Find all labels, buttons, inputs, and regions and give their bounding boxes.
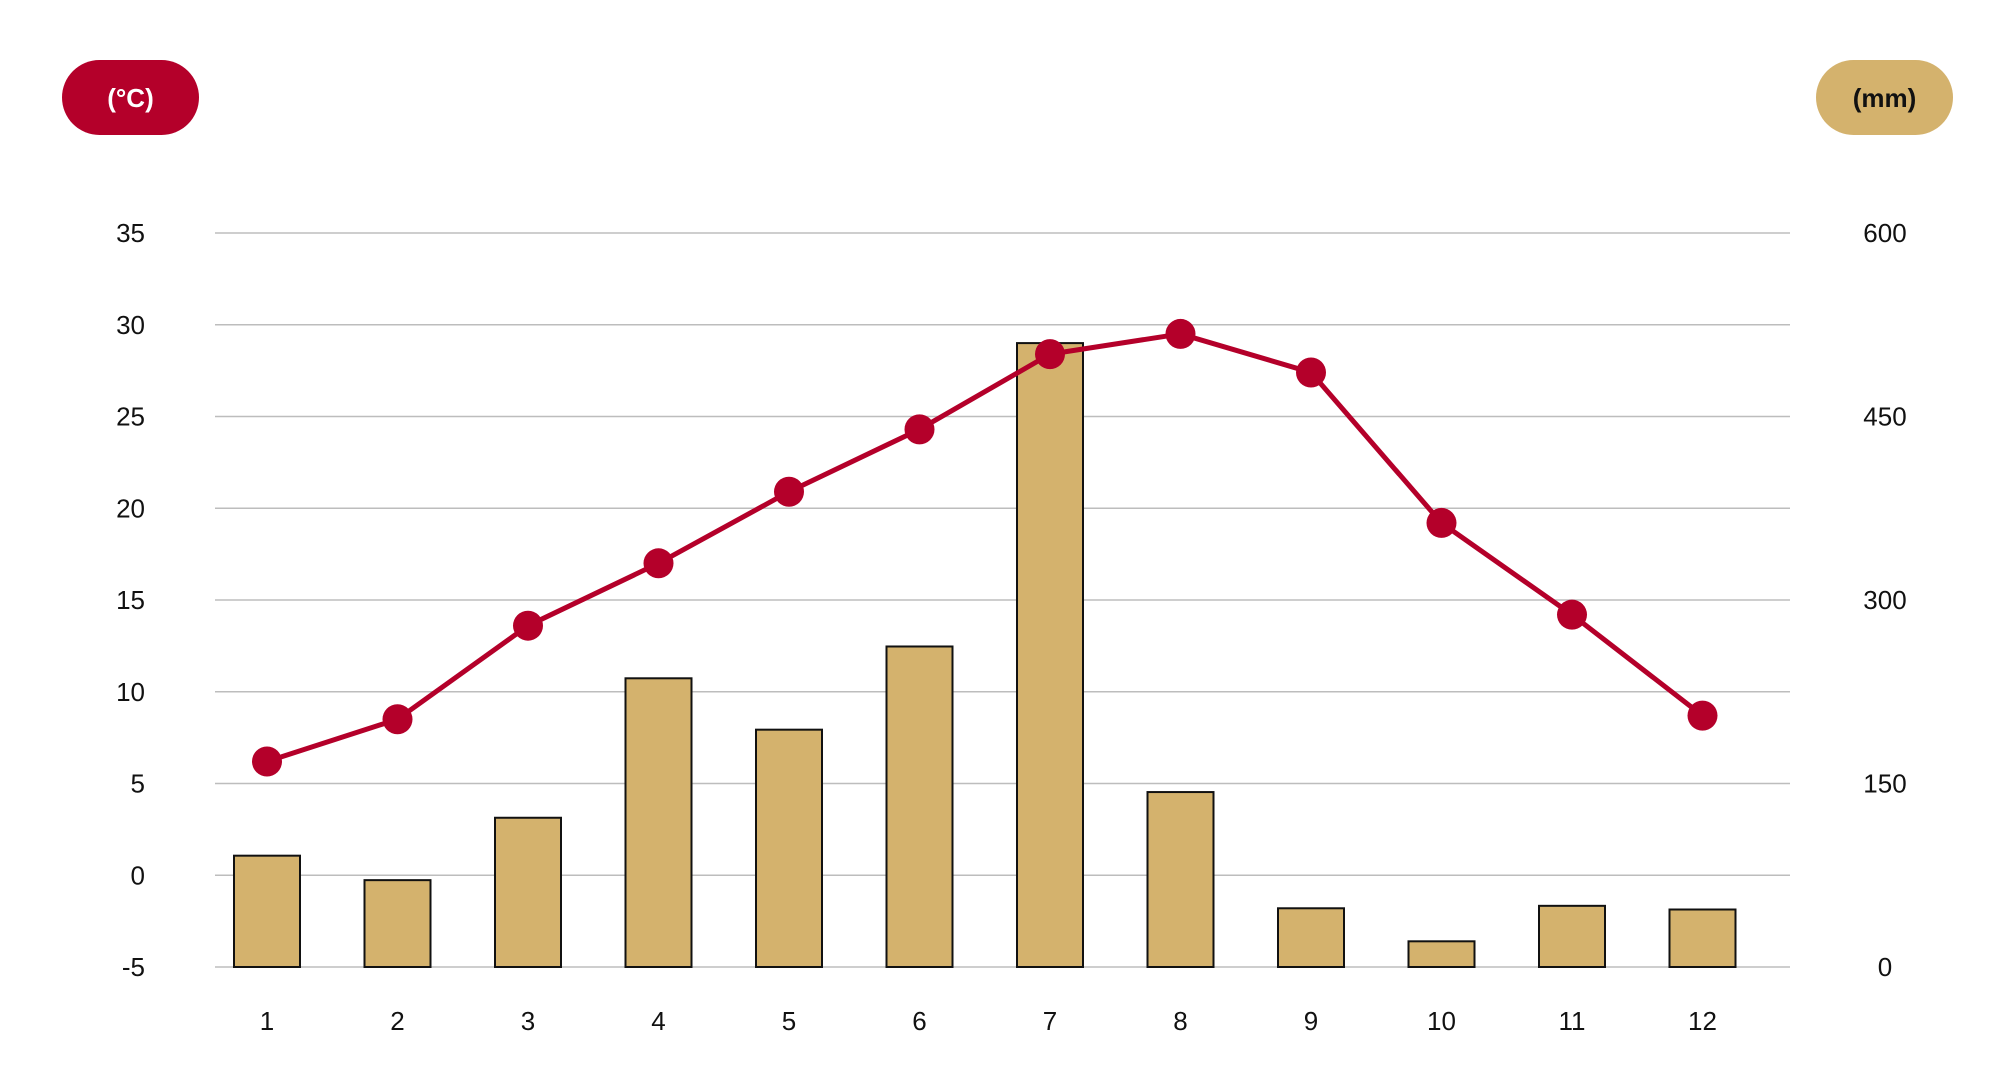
precipitation-unit-badge: (mm)	[1816, 60, 1953, 135]
precipitation-bar	[363, 879, 432, 968]
x-axis-tick-label: 7	[1043, 1006, 1057, 1036]
precipitation-bars	[233, 342, 1737, 969]
left-axis-tick-label: 25	[116, 402, 145, 432]
temperature-point	[1035, 339, 1065, 370]
precipitation-bar	[1668, 908, 1737, 969]
temperature-point	[1426, 507, 1457, 538]
x-axis-tick-label: 6	[912, 1006, 926, 1036]
x-axis-tick-label: 2	[390, 1006, 404, 1036]
x-axis-tick-label: 12	[1688, 1006, 1717, 1036]
right-axis-tick-label: 300	[1863, 585, 1906, 615]
x-axis-tick-label: 5	[782, 1006, 796, 1036]
precipitation-bar	[233, 854, 301, 969]
x-axis-tick-label: 1	[260, 1006, 274, 1036]
right-axis-tick-label: 0	[1878, 952, 1892, 982]
temperature-point	[1165, 318, 1196, 349]
temperature-unit-badge-bg	[62, 60, 199, 135]
x-axis-tick-label: 11	[1559, 1006, 1586, 1036]
temperature-point	[1557, 599, 1587, 630]
temperature-unit-label: (°C)	[107, 83, 154, 113]
x-axis-tick-label: 9	[1304, 1006, 1318, 1036]
precipitation-bar	[494, 816, 562, 969]
x-axis-tick-label: 4	[651, 1006, 665, 1036]
x-axis-tick-label: 8	[1173, 1006, 1187, 1036]
precipitation-bar	[1146, 791, 1215, 969]
right-axis-ticks: 600 450 300 150 0	[1863, 218, 1906, 982]
precipitation-bar	[1538, 904, 1606, 968]
left-axis-tick-label: 20	[116, 493, 145, 523]
temperature-point	[1687, 700, 1718, 731]
temperature-point	[252, 746, 282, 777]
left-axis-tick-label: 15	[116, 585, 145, 615]
precipitation-unit-label: (mm)	[1853, 83, 1917, 113]
x-axis-tick-label: 10	[1427, 1006, 1456, 1036]
precipitation-bar	[755, 728, 823, 968]
left-axis-tick-label: 35	[116, 218, 145, 248]
right-axis-tick-label: 600	[1863, 218, 1906, 248]
temperature-point	[774, 476, 804, 507]
grid-lines	[215, 232, 1790, 968]
temperature-point	[513, 610, 543, 641]
left-axis-ticks: 35 30 25 20 15 10 5 0 -5	[116, 218, 145, 982]
right-axis-tick-label: 150	[1863, 769, 1906, 799]
precipitation-bar	[1016, 342, 1084, 969]
left-axis-tick-label: -5	[122, 952, 145, 982]
temperature-line	[252, 318, 1718, 777]
temperature-point	[382, 704, 413, 735]
temperature-line-path	[266, 331, 1705, 764]
right-axis-tick-label: 450	[1863, 402, 1906, 432]
temperature-point	[904, 414, 935, 445]
left-axis-tick-label: 30	[116, 310, 145, 340]
left-axis-tick-label: 10	[116, 677, 145, 707]
precipitation-bar	[1277, 907, 1345, 969]
x-axis-ticks: 1 2 3 4 5 6 7 8 9 10 11 12	[260, 1006, 1717, 1036]
precipitation-bar	[624, 677, 693, 968]
left-axis-tick-label: 5	[131, 769, 145, 799]
precipitation-unit-badge-bg	[1816, 60, 1953, 135]
temperature-point	[1296, 357, 1326, 388]
x-axis-tick-label: 3	[521, 1006, 535, 1036]
left-axis-tick-label: 0	[131, 860, 145, 890]
precipitation-bar	[1407, 940, 1476, 968]
temperature-unit-badge: (°C)	[62, 60, 199, 135]
precipitation-bar	[885, 645, 954, 969]
temperature-point	[643, 548, 674, 579]
